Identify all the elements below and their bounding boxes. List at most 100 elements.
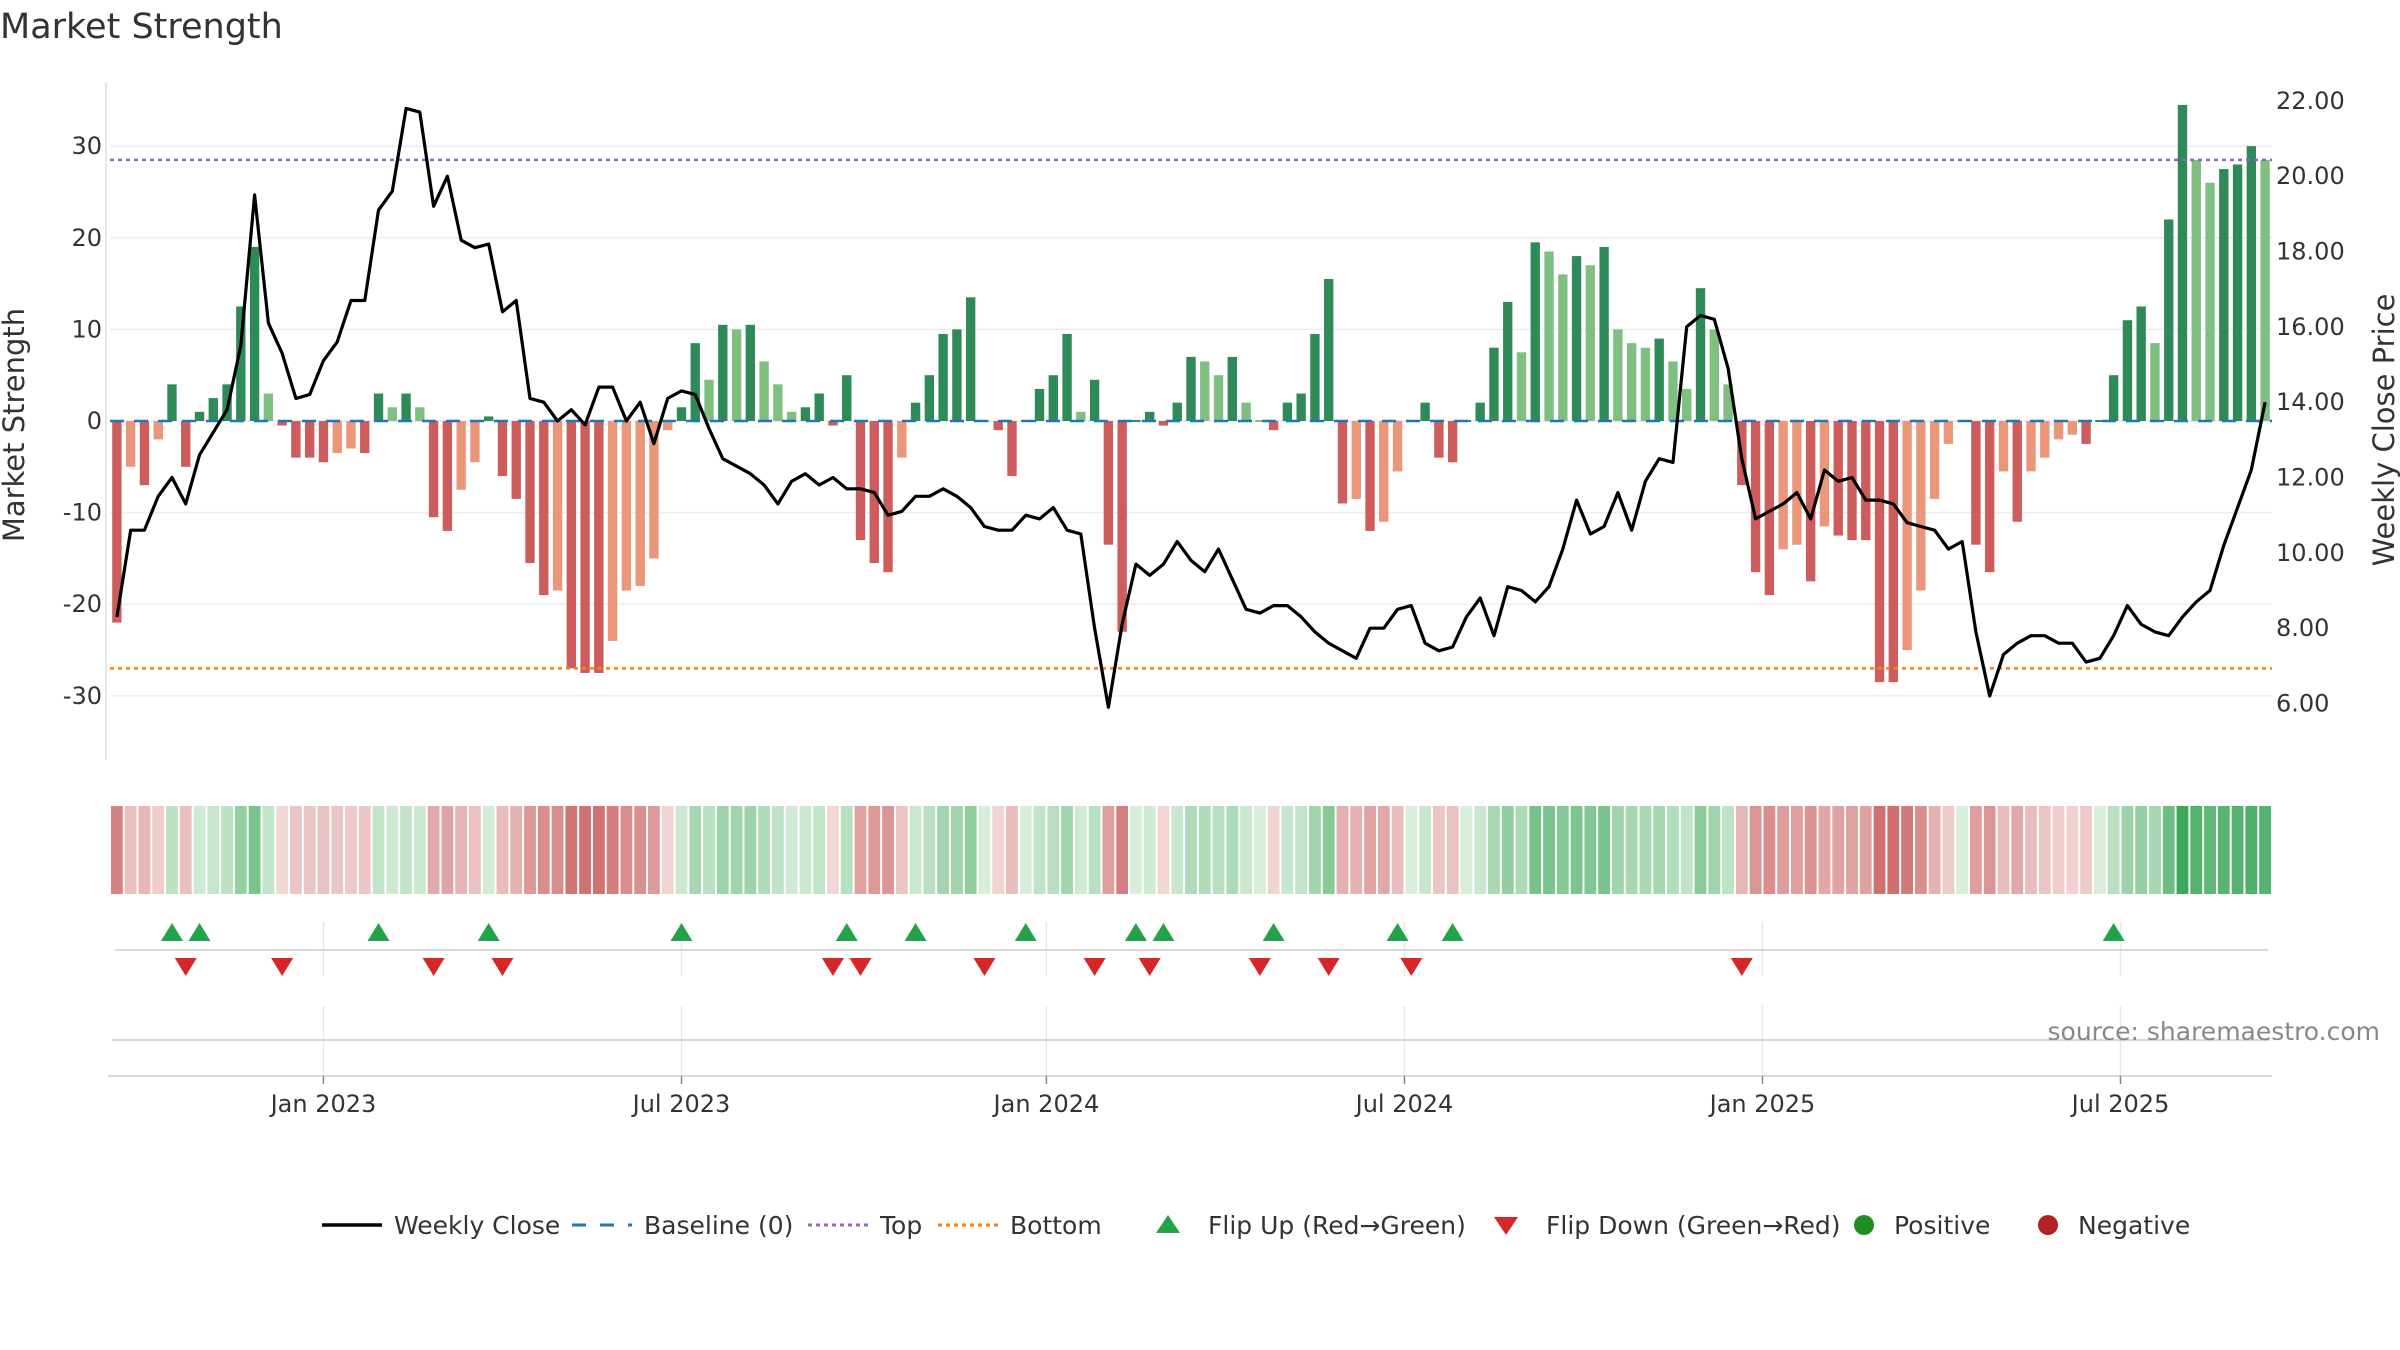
heat-cell — [1033, 806, 1046, 894]
strength-bar — [1626, 343, 1637, 421]
flip-up-marker — [160, 923, 183, 941]
strength-bar — [1943, 421, 1954, 444]
strength-bar — [924, 375, 935, 421]
heat-cell — [193, 806, 206, 894]
heat-cell — [2066, 806, 2079, 894]
chart-title: Market Strength — [0, 7, 283, 47]
strength-bar — [952, 329, 962, 421]
heat-cell — [1377, 806, 1390, 894]
strength-bar — [993, 421, 1003, 431]
heat-cell — [1226, 806, 1239, 894]
heat-cell — [1405, 806, 1418, 894]
heat-cell — [923, 806, 936, 894]
strength-bar — [676, 407, 687, 421]
heat-cell — [441, 806, 454, 894]
heat-cell — [1873, 806, 1886, 894]
heat-cell — [496, 806, 509, 894]
heat-cell — [771, 806, 784, 894]
strength-bar — [1929, 421, 1940, 499]
strength-bar — [1282, 402, 1293, 421]
heat-cell — [2231, 806, 2244, 894]
strength-bar — [1971, 421, 1981, 545]
strength-bar — [1489, 347, 1499, 421]
heat-cell — [221, 806, 233, 894]
heat-cell — [1983, 806, 1996, 894]
heat-cell — [1570, 806, 1583, 894]
heat-cell — [124, 806, 137, 894]
strength-bar — [1916, 421, 1926, 591]
flip-down-marker — [1400, 958, 1423, 976]
heat-cell — [758, 806, 771, 894]
heat-cell — [1722, 806, 1734, 894]
strength-bar — [291, 421, 301, 458]
flip-down-marker — [1138, 958, 1161, 976]
right-tick-label: 8.00 — [2276, 614, 2329, 642]
heat-cell — [1102, 806, 1115, 894]
heat-cell — [950, 806, 963, 894]
strength-bar — [731, 329, 742, 421]
strength-bar — [1365, 421, 1375, 531]
heat-cell — [592, 806, 605, 894]
legend-label: Negative — [2078, 1211, 2190, 1240]
strength-bar — [263, 393, 274, 421]
strength-bar — [1268, 421, 1279, 431]
strength-bar — [828, 421, 838, 426]
strength-bar — [539, 421, 549, 596]
strength-bar — [2108, 375, 2119, 421]
strength-bar — [1516, 352, 1527, 421]
strength-bar — [401, 393, 411, 421]
flip-down-marker — [271, 958, 294, 976]
strength-bar — [1145, 411, 1155, 421]
strength-bar — [318, 421, 329, 463]
strength-bar — [1682, 388, 1692, 421]
heat-cell — [1432, 806, 1445, 894]
heat-cell — [854, 806, 867, 894]
legend-label: Top — [879, 1211, 922, 1240]
heat-cell — [648, 806, 660, 894]
legend-label: Flip Down (Green→Red) — [1546, 1211, 1841, 1240]
heat-cell — [1281, 806, 1294, 894]
legend-label: Baseline (0) — [644, 1211, 793, 1240]
strength-bar — [1833, 421, 1843, 536]
heat-cell — [1074, 806, 1087, 894]
strength-bar — [1792, 421, 1802, 545]
flip-up-marker — [1386, 923, 1409, 941]
strength-bar — [800, 407, 811, 421]
heat-cell — [345, 806, 357, 894]
heat-cell — [1240, 806, 1253, 894]
strength-bar — [1089, 379, 1100, 421]
strength-bar — [1007, 421, 1017, 476]
strength-bar — [566, 421, 577, 669]
strength-bar — [2150, 343, 2160, 421]
heat-cell — [703, 806, 715, 894]
heat-cell — [1598, 806, 1611, 894]
heat-cell — [1970, 806, 1982, 894]
heat-cell — [730, 806, 743, 894]
heat-cell — [1212, 806, 1225, 894]
strength-bar — [1571, 256, 1582, 421]
left-tick-label: -10 — [63, 499, 102, 527]
strength-bar — [1117, 421, 1127, 632]
right-tick-label: 20.00 — [2276, 162, 2345, 190]
legend-item: Positive — [1854, 1211, 1990, 1240]
heat-cell — [138, 806, 151, 894]
flip-marker-panel — [115, 922, 2268, 976]
left-axis-label: Market Strength — [0, 308, 31, 542]
strength-bar — [194, 411, 205, 421]
heat-cell — [1171, 806, 1184, 894]
source-credit: source: sharemaestro.com — [2048, 1017, 2381, 1046]
right-axis-ticks: 22.00 20.00 18.00 16.00 14.00 12.00 10.00 8.00 6… — [2276, 87, 2345, 718]
flip-down-marker — [1317, 958, 1340, 976]
left-tick-label: -30 — [63, 682, 102, 710]
legend-label: Flip Up (Red→Green) — [1208, 1211, 1466, 1240]
strength-bar — [580, 421, 590, 673]
heat-cell — [840, 806, 853, 894]
strength-bar — [855, 421, 866, 541]
strength-bar — [2053, 421, 2064, 440]
heat-cell — [469, 806, 481, 894]
legend-item: Negative — [2038, 1211, 2190, 1240]
heat-cell — [1501, 806, 1514, 894]
strength-bar — [1998, 421, 2009, 472]
heat-cell — [909, 806, 922, 894]
strength-bar — [2205, 182, 2215, 421]
